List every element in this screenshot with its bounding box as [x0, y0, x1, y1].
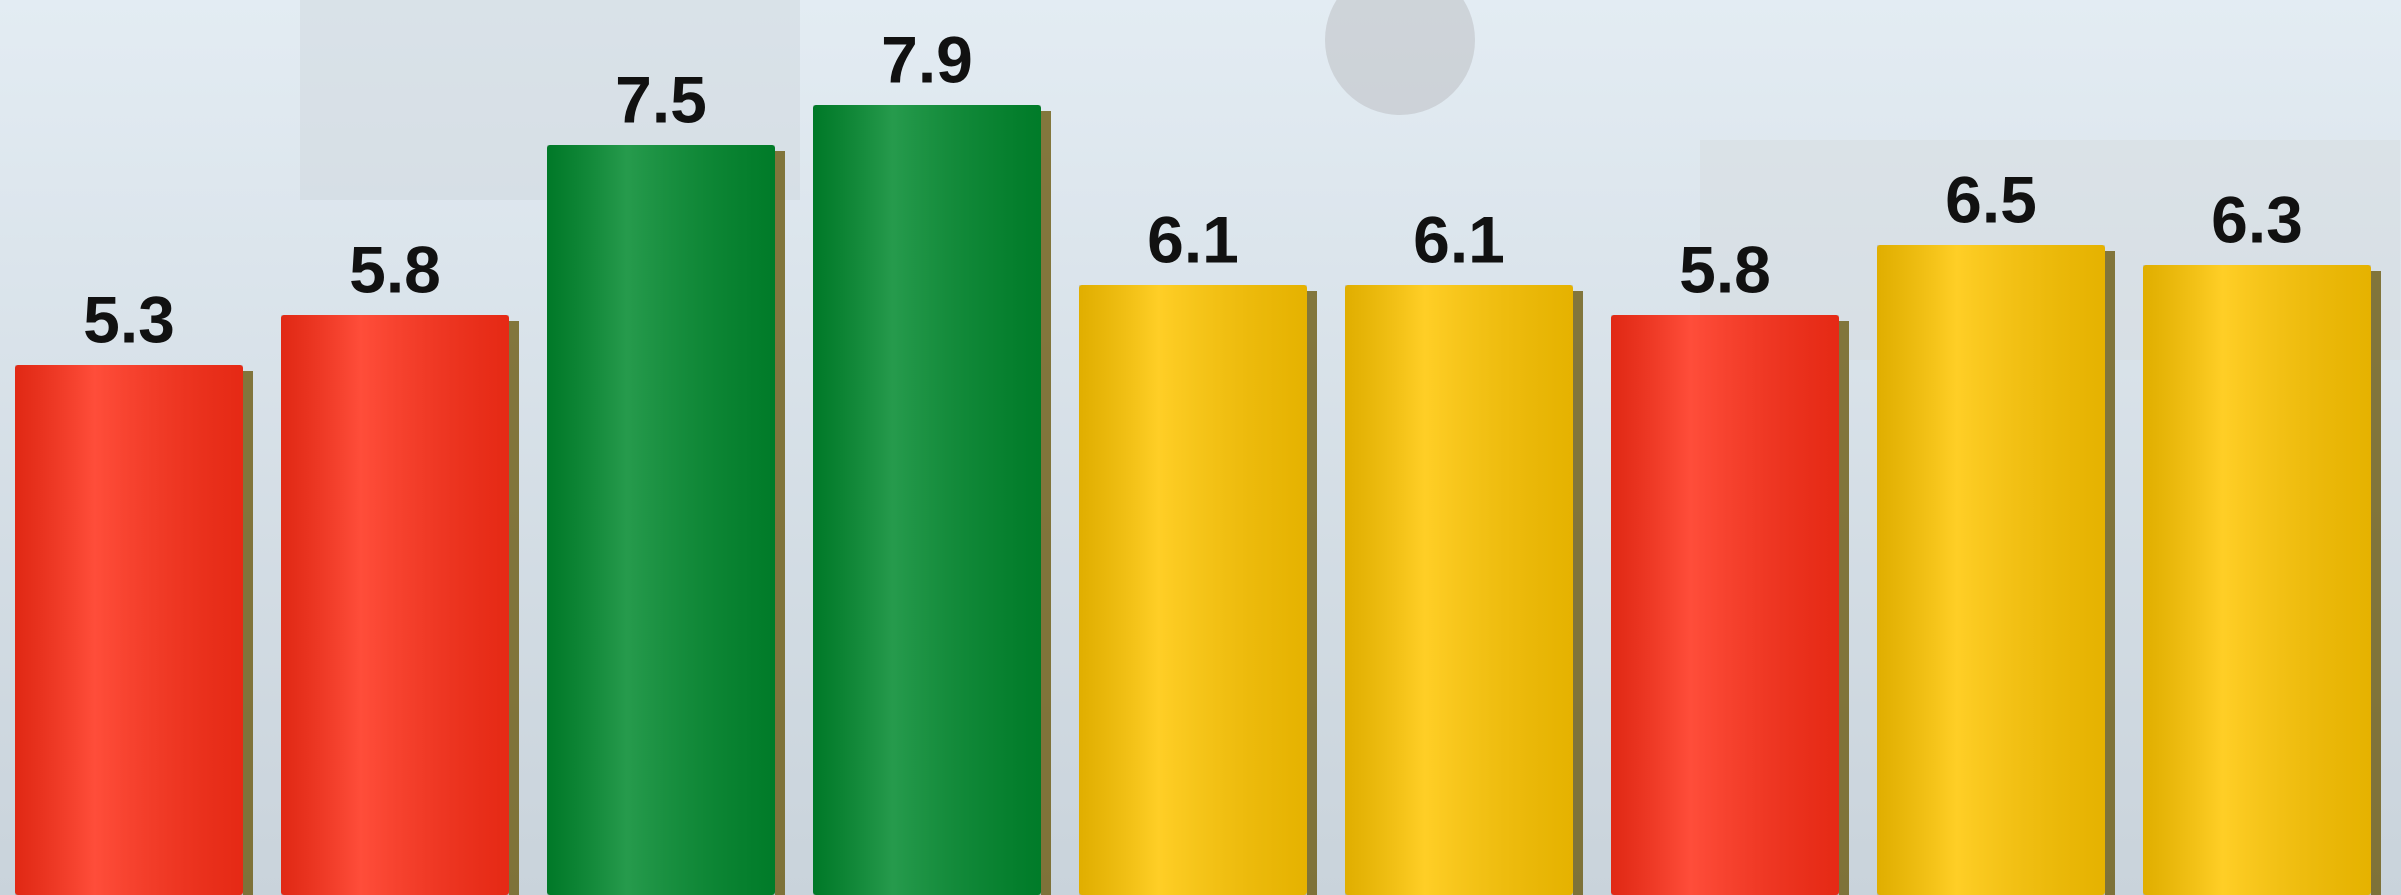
value-label: 6.1 — [1147, 202, 1239, 276]
bar-shine — [1079, 285, 1307, 895]
bar-side — [1041, 111, 1051, 895]
bar-shine — [281, 315, 509, 895]
bar-side — [509, 321, 519, 895]
bar-side — [2371, 271, 2381, 895]
bar-shine — [813, 105, 1041, 895]
chart: 5.3 5.8 7.5 7.9 6.1 6.1 5.8 6.5 6.3 — [0, 0, 2401, 895]
value-label: 5.8 — [349, 232, 441, 306]
value-label: 6.3 — [2211, 182, 2303, 256]
value-label: 7.9 — [881, 22, 973, 96]
bar-shine — [1345, 285, 1573, 895]
value-label: 7.5 — [615, 62, 707, 136]
bar-side — [1573, 291, 1583, 895]
value-label: 6.1 — [1413, 202, 1505, 276]
bar-side — [1839, 321, 1849, 895]
value-label: 5.8 — [1679, 232, 1771, 306]
bar-shine — [1611, 315, 1839, 895]
bar-side — [243, 371, 253, 895]
bar-shine — [1877, 245, 2105, 895]
bar-shine — [2143, 265, 2371, 895]
bar-side — [1307, 291, 1317, 895]
value-label: 6.5 — [1945, 162, 2037, 236]
bar-side — [2105, 251, 2115, 895]
bar-shine — [15, 365, 243, 895]
bar-side — [775, 151, 785, 895]
value-label: 5.3 — [83, 282, 175, 356]
bar-shine — [547, 145, 775, 895]
page: 5.35.87.57.96.16.15.86.56.3 (() => { con… — [0, 0, 2401, 895]
